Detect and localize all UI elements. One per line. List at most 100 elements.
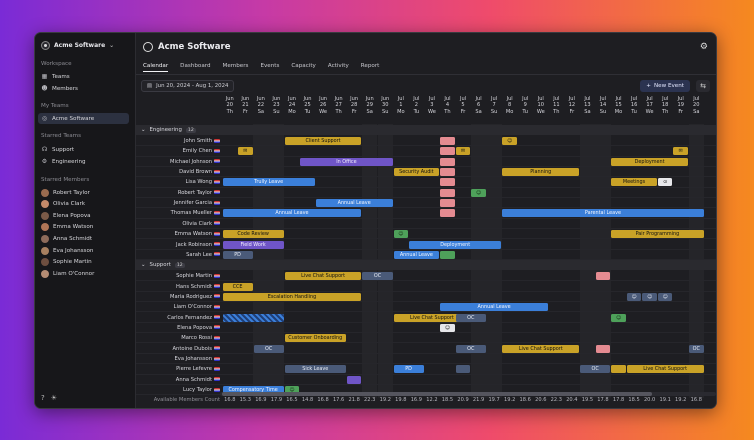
event-block[interactable]: Compensatory Time <box>222 386 284 395</box>
event-block[interactable] <box>440 199 455 208</box>
starred-member-item[interactable]: Olivia Clark <box>41 199 85 210</box>
member-name[interactable]: Jennifer Garcia <box>136 198 220 208</box>
member-name[interactable]: Liam O'Connor <box>136 302 220 312</box>
event-block[interactable]: PD <box>393 365 424 374</box>
event-block[interactable]: Trully Leave <box>222 178 315 187</box>
member-name[interactable]: Sarah Lee <box>136 250 220 260</box>
starred-member-item[interactable]: Elena Popova <box>41 210 91 221</box>
member-name[interactable]: Antoine Dubois <box>136 344 220 354</box>
event-block[interactable]: Client Support <box>284 137 362 145</box>
event-block[interactable]: Customer Onboarding <box>284 334 346 343</box>
event-block[interactable]: OC <box>455 344 486 353</box>
sidebar-item-members[interactable]: ☻ Members <box>41 83 78 94</box>
filter-icon[interactable]: ⇆ <box>696 80 710 92</box>
member-name[interactable]: Robert Taylor <box>136 188 220 198</box>
org-switcher[interactable]: Acme Software ⌄ <box>41 41 114 50</box>
event-block[interactable] <box>440 157 455 166</box>
event-block[interactable]: ☺ <box>440 323 455 332</box>
event-block[interactable]: ☺ <box>502 137 517 145</box>
member-name[interactable]: Elena Popova <box>136 323 220 333</box>
tab-calendar[interactable]: Calendar <box>143 63 169 72</box>
event-block[interactable]: PD <box>222 250 253 259</box>
event-block[interactable]: ☺ <box>642 292 657 301</box>
event-block[interactable]: ☺ <box>626 292 642 301</box>
settings-gear-icon[interactable]: ⚙ <box>699 42 708 52</box>
group-row-support[interactable]: ⌄ Support 12 <box>136 260 716 271</box>
event-block[interactable]: Security Audit <box>393 168 440 177</box>
event-block[interactable] <box>346 375 362 384</box>
event-block[interactable] <box>440 209 455 218</box>
starred-member-item[interactable]: Robert Taylor <box>41 187 90 198</box>
starred-member-item[interactable]: Emma Watson <box>41 222 93 233</box>
event-block[interactable]: Annual Leave <box>393 250 440 259</box>
event-block[interactable]: ☺ <box>657 292 673 301</box>
event-block[interactable] <box>611 365 626 374</box>
scrollbar-thumb[interactable] <box>222 392 652 396</box>
member-name[interactable]: Carlos Fernandez <box>136 313 220 323</box>
event-block[interactable] <box>440 147 455 156</box>
event-block[interactable]: ☺ <box>471 188 486 197</box>
member-name[interactable]: Pierre Lefevre <box>136 364 220 374</box>
event-block[interactable] <box>595 344 611 353</box>
event-block[interactable]: OC <box>455 313 486 322</box>
date-range-picker[interactable]: ▤ Jun 20, 2024 - Aug 1, 2024 <box>141 80 235 92</box>
event-block[interactable]: Field Work <box>222 240 284 249</box>
tab-members[interactable]: Members <box>222 63 249 69</box>
event-block[interactable]: ⊙ <box>657 178 673 187</box>
event-block[interactable]: Meetings <box>611 178 657 187</box>
theme-icon[interactable]: ☀ <box>50 394 57 402</box>
sidebar-item-teams[interactable]: ▦ Teams <box>41 71 70 82</box>
event-block[interactable] <box>455 365 471 374</box>
tab-events[interactable]: Events <box>260 63 280 69</box>
event-block[interactable]: ☺ <box>393 230 409 239</box>
event-block[interactable]: ✉ <box>238 147 253 156</box>
starred-member-item[interactable]: Sophie Martin <box>41 257 92 268</box>
tab-report[interactable]: Report <box>360 63 380 69</box>
starred-member-item[interactable]: Anna Schmidt <box>41 233 92 244</box>
event-block[interactable]: Sick Leave <box>284 365 346 374</box>
sidebar-item-acme-software[interactable]: ◎ Acme Software <box>38 113 129 124</box>
event-block[interactable]: Live Chat Support <box>393 313 471 322</box>
member-name[interactable]: Michael Johnson <box>136 157 220 167</box>
event-block[interactable]: ✉ <box>673 147 688 156</box>
event-block[interactable] <box>440 178 455 187</box>
event-block[interactable]: OC <box>362 272 393 281</box>
tab-capacity[interactable]: Capacity <box>291 63 316 69</box>
event-block[interactable]: Deployment <box>611 157 688 166</box>
event-block[interactable]: Planning <box>502 168 580 177</box>
event-block[interactable]: Annual Leave <box>315 199 393 208</box>
event-block[interactable] <box>440 168 455 177</box>
sidebar-item-support[interactable]: ☊ Support <box>41 144 74 155</box>
event-block[interactable]: ✉ <box>455 147 471 156</box>
event-block[interactable]: OC <box>689 344 704 353</box>
event-block[interactable]: Code Review <box>222 230 284 239</box>
event-block[interactable]: ☺ <box>611 313 626 322</box>
member-name[interactable]: Lisa Wong <box>136 177 220 187</box>
member-name[interactable]: Lucy Taylor <box>136 385 220 395</box>
event-block[interactable] <box>440 250 455 259</box>
horizontal-scrollbar[interactable] <box>220 392 716 396</box>
event-block[interactable] <box>440 188 455 197</box>
event-block[interactable]: Live Chat Support <box>626 365 704 374</box>
event-block[interactable]: OC <box>580 365 611 374</box>
event-block[interactable]: Annual Leave <box>440 303 549 312</box>
event-block[interactable]: ☺ <box>284 386 300 395</box>
member-name[interactable]: Emma Watson <box>136 229 220 239</box>
event-block[interactable]: CCE <box>222 282 253 291</box>
member-name[interactable]: John Smith <box>136 136 220 146</box>
new-event-button[interactable]: + New Event <box>640 80 690 92</box>
sidebar-item-engineering[interactable]: ⚙ Engineering <box>41 156 86 167</box>
member-name[interactable]: Marco Rossi <box>136 333 220 343</box>
event-block[interactable]: Live Chat Support <box>502 344 580 353</box>
event-block[interactable]: Deployment <box>409 240 502 249</box>
member-name[interactable]: David Brown <box>136 167 220 177</box>
member-name[interactable]: Thomas Mueller <box>136 208 220 218</box>
event-block[interactable] <box>222 313 284 322</box>
starred-member-item[interactable]: Liam O'Connor <box>41 268 94 279</box>
event-block[interactable]: In Office <box>300 157 393 166</box>
member-name[interactable]: Emily Chen <box>136 146 220 156</box>
event-block[interactable]: Parental Leave <box>502 209 704 218</box>
event-block[interactable] <box>440 137 455 145</box>
starred-member-item[interactable]: Eva Johansson <box>41 245 93 256</box>
member-name[interactable]: Maria Rodriguez <box>136 292 220 302</box>
